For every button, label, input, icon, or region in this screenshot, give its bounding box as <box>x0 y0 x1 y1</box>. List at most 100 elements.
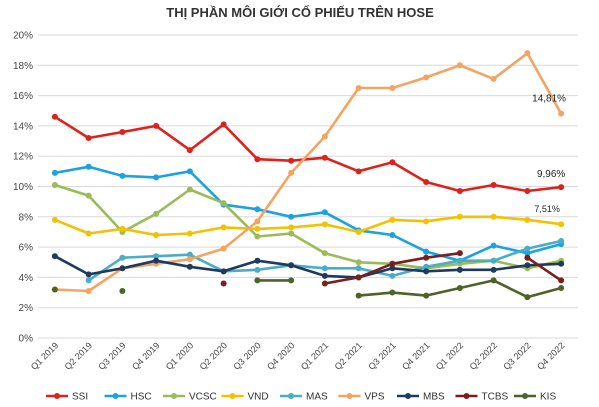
data-point-vnd <box>153 231 160 238</box>
data-point-kis <box>389 289 396 296</box>
legend-item-ssi: SSI <box>46 392 88 403</box>
series-line-vcsc <box>54 183 562 270</box>
series-line-ssi <box>54 115 562 193</box>
legend-label: KIS <box>540 392 556 403</box>
data-point-mas <box>153 253 160 260</box>
data-point-mas <box>423 263 430 270</box>
data-point-ssi <box>220 121 227 128</box>
x-tick-label: Q1 2019 <box>29 340 60 371</box>
data-point-mbs <box>85 271 92 278</box>
x-tick-label: Q4 2022 <box>535 340 566 371</box>
x-tick-label: Q3 2022 <box>501 340 532 371</box>
x-tick-label: Q2 2020 <box>198 340 229 371</box>
y-tick-label: 6% <box>19 243 34 254</box>
data-point-mbs <box>119 265 126 272</box>
data-point-kis <box>254 277 261 284</box>
data-point-vps <box>186 256 193 263</box>
series-mbs <box>51 253 565 281</box>
data-point-vcsc <box>85 192 92 199</box>
data-point-ssi <box>558 184 565 191</box>
legend-label: SSI <box>72 392 88 403</box>
data-point-tcbs <box>321 280 328 287</box>
data-point-vps <box>389 85 396 92</box>
legend-label: MBS <box>423 392 445 403</box>
x-tick-label: Q3 2019 <box>96 340 127 371</box>
data-point-hsc <box>321 209 328 216</box>
data-point-ssi <box>85 135 92 142</box>
data-point-hsc <box>490 242 497 249</box>
grid-lines <box>38 34 578 339</box>
y-tick-label: 2% <box>19 303 34 314</box>
data-point-mas <box>321 265 328 272</box>
data-point-mas <box>119 254 126 261</box>
data-point-hsc <box>51 169 58 176</box>
data-point-vps <box>220 245 227 252</box>
legend-marker <box>288 393 294 399</box>
series-lines <box>51 50 565 301</box>
data-point-hsc <box>524 250 531 257</box>
data-point-vnd <box>456 213 463 220</box>
data-point-hsc <box>153 174 160 181</box>
data-point-mbs <box>288 262 295 269</box>
legend-label: VPS <box>365 392 385 403</box>
data-point-vcsc <box>288 230 295 237</box>
data-point-mbs <box>153 257 160 264</box>
data-point-vnd <box>321 221 328 228</box>
x-tick-label: Q2 2021 <box>333 340 364 371</box>
data-point-ssi <box>186 147 193 154</box>
x-tick-label: Q4 2020 <box>265 340 296 371</box>
data-point-vnd <box>119 225 126 232</box>
series-ssi <box>51 113 565 195</box>
y-tick-label: 12% <box>13 152 33 163</box>
legend-label: VND <box>248 392 269 403</box>
legend-item-mas: MAS <box>280 392 328 403</box>
data-point-hsc <box>186 168 193 175</box>
y-tick-label: 10% <box>13 182 33 193</box>
data-point-vnd <box>423 218 430 225</box>
y-tick-label: 18% <box>13 61 33 72</box>
data-point-mas <box>558 238 565 245</box>
data-point-ssi <box>355 168 362 175</box>
legend-item-vnd: VND <box>221 392 269 403</box>
data-point-tcbs <box>558 277 565 284</box>
series-line-vps <box>54 51 563 293</box>
data-point-kis <box>490 277 497 284</box>
data-point-mbs <box>524 262 531 269</box>
data-point-hsc <box>119 172 126 179</box>
data-point-tcbs <box>389 260 396 267</box>
data-point-tcbs <box>456 250 463 257</box>
data-point-ssi <box>51 113 58 120</box>
data-point-hsc <box>254 206 261 213</box>
legend-marker <box>346 393 353 399</box>
data-point-vnd <box>490 213 497 220</box>
legend-marker <box>112 393 119 399</box>
data-point-mbs <box>51 253 58 260</box>
data-point-vps <box>524 50 531 57</box>
data-point-tcbs <box>524 254 531 261</box>
data-point-hsc <box>389 231 396 238</box>
data-point-tcbs <box>423 254 430 261</box>
data-point-mas <box>456 257 463 264</box>
data-point-mas <box>389 272 396 279</box>
data-point-vcsc <box>51 181 58 188</box>
data-annotations: 14,81% 9,96% 7,51% <box>532 94 566 215</box>
data-point-mas <box>490 257 497 264</box>
legend: SSI HSC VCSC VND MAS VPS MBS TCBS KIS <box>46 392 556 403</box>
data-point-vps <box>85 288 92 295</box>
y-axis-ticks: 0% 2% 4% 6% 8% 10% 12% 14% 16% 18% 20% <box>13 31 33 345</box>
data-point-vnd <box>355 228 362 235</box>
data-point-mbs <box>186 263 193 270</box>
data-point-vps <box>558 110 565 117</box>
data-point-ssi <box>288 157 295 164</box>
legend-marker <box>54 393 60 399</box>
data-point-ssi <box>153 122 160 129</box>
x-tick-label: Q2 2022 <box>468 340 499 371</box>
legend-item-vps: VPS <box>338 392 385 403</box>
data-point-vps <box>456 62 463 69</box>
x-tick-label: Q1 2020 <box>164 340 195 371</box>
data-point-vnd <box>288 224 295 231</box>
data-point-vnd <box>558 221 565 228</box>
data-point-mbs <box>456 266 463 273</box>
data-point-mbs <box>490 266 497 273</box>
